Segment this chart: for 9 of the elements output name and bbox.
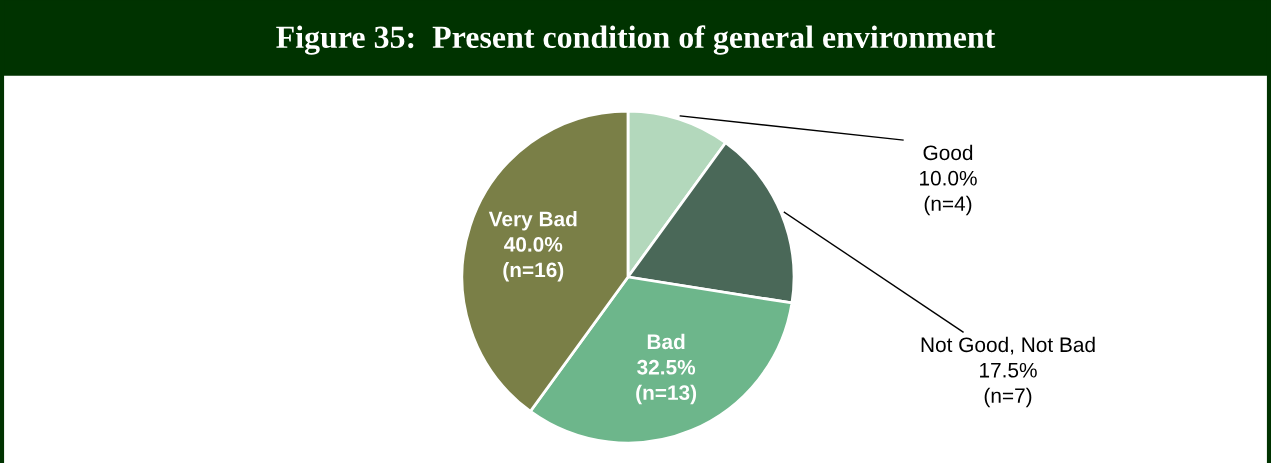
slice-label: Not Good, Not Bad xyxy=(921,336,1095,355)
data-label: 40.0% (n=16) xyxy=(503,237,564,282)
chart-title: Figure 35: Present condition of general environment xyxy=(276,25,996,55)
slice-label: Good xyxy=(923,144,973,161)
data-label: 17.5% (n=7) xyxy=(980,362,1037,408)
data-label: 32.5% (n=13) xyxy=(636,359,697,405)
slice-label: Bad xyxy=(647,333,685,350)
data-label: 10.0% (n=4) xyxy=(920,170,977,216)
slice-label: Very Bad xyxy=(488,211,577,231)
